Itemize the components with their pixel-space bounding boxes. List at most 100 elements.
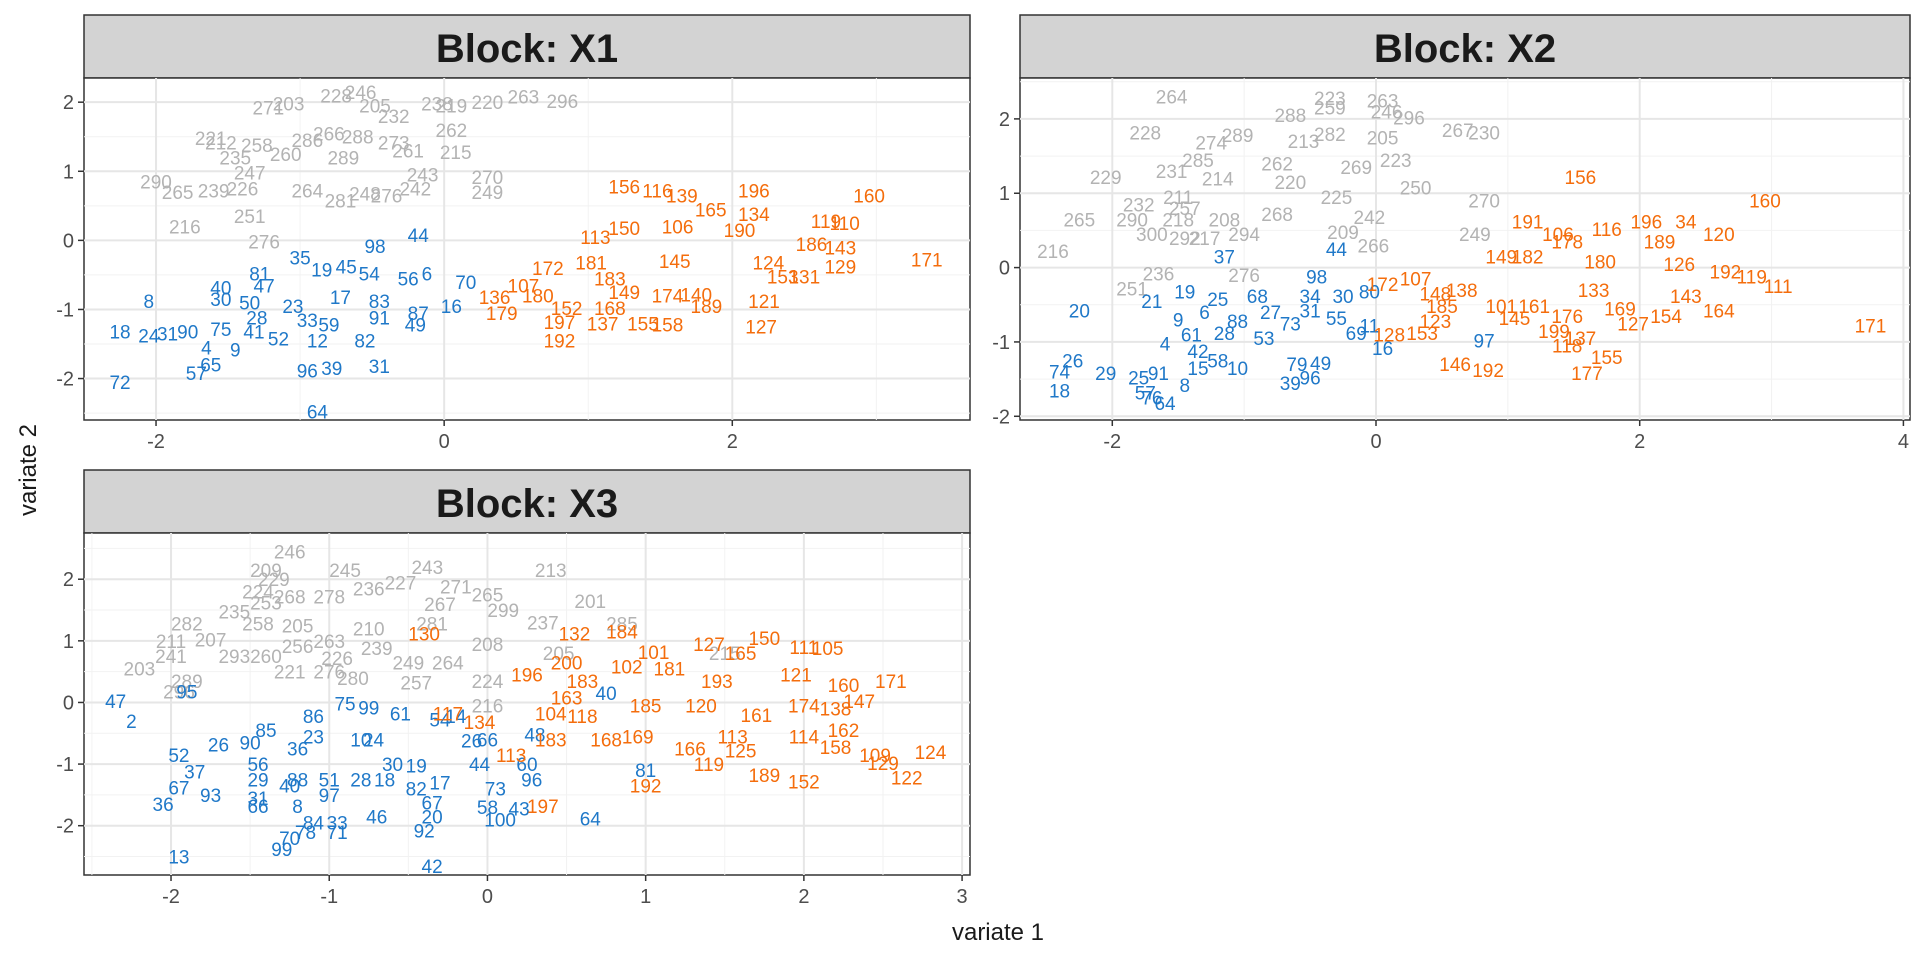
data-point-label: 145 (659, 252, 691, 273)
data-point-label: 289 (327, 148, 359, 169)
data-point-label: 57 (1135, 383, 1156, 404)
y-tick-label: -1 (56, 754, 74, 776)
data-point-label: 192 (630, 777, 662, 798)
data-point-label: 54 (429, 711, 451, 732)
data-point-label: 184 (606, 623, 638, 644)
data-point-label: 229 (258, 570, 290, 591)
data-point-label: 31 (1300, 302, 1321, 323)
data-point-label: 250 (1400, 178, 1432, 199)
data-point-label: 53 (1253, 329, 1274, 350)
data-point-label: 264 (432, 653, 464, 674)
data-point-label: 23 (303, 727, 324, 748)
data-point-label: 152 (788, 772, 820, 793)
panel-x3-title: Block: X3 (436, 482, 618, 526)
data-point-label: 290 (1116, 210, 1148, 231)
data-point-label: 149 (1485, 247, 1517, 268)
data-point-label: 118 (1552, 337, 1582, 358)
data-point-label: 169 (622, 727, 654, 748)
data-point-label: 271 (253, 99, 285, 120)
data-point-label: 37 (184, 762, 205, 783)
data-point-label: 6 (422, 265, 433, 286)
data-point-label: 246 (1371, 102, 1403, 123)
data-point-label: 106 (662, 218, 694, 239)
data-point-label: 131 (788, 267, 820, 288)
data-point-label: 200 (551, 653, 583, 674)
panel-x2-grid (1020, 78, 1910, 420)
data-point-label: 13 (168, 848, 189, 869)
data-point-label: 119 (811, 212, 841, 233)
data-point-label: 104 (535, 705, 567, 726)
data-point-label: 155 (627, 314, 659, 335)
data-point-label: 28 (1214, 324, 1235, 345)
data-point-label: 52 (268, 329, 289, 350)
data-point-label: 9 (1173, 311, 1184, 332)
data-point-label: 190 (724, 221, 756, 242)
data-point-label: 21 (1141, 292, 1162, 313)
data-point-label: 65 (200, 356, 221, 377)
data-point-label: 107 (1400, 270, 1432, 291)
y-tick-label: -2 (56, 816, 74, 838)
data-point-label: 19 (406, 756, 427, 777)
data-point-label: 88 (287, 770, 308, 791)
data-point-label: 118 (567, 707, 597, 728)
data-point-label: 299 (487, 601, 519, 622)
data-point-label: 18 (109, 323, 130, 344)
data-point-label: 17 (330, 288, 351, 309)
data-point-label: 117 (433, 705, 463, 726)
data-point-label: 196 (738, 182, 770, 203)
data-point-label: 116 (642, 182, 672, 203)
x-tick-label: 3 (957, 886, 968, 908)
data-point-label: 289 (1222, 126, 1254, 147)
data-point-label: 2 (126, 712, 137, 733)
data-point-label: 44 (469, 755, 491, 776)
data-point-label: 266 (1358, 236, 1390, 257)
data-point-label: 163 (551, 689, 583, 710)
data-point-label: 49 (405, 316, 426, 337)
data-point-label: 105 (812, 639, 844, 660)
data-point-label: 42 (1187, 342, 1208, 363)
data-point-label: 216 (1037, 242, 1069, 263)
data-point-label: 61 (1181, 326, 1202, 347)
data-point-label: 221 (274, 663, 306, 684)
data-point-label: 109 (859, 746, 891, 767)
data-point-label: 209 (250, 561, 282, 582)
data-point-label: 98 (364, 237, 385, 258)
y-tick-label: -1 (56, 299, 74, 321)
data-point-label: 264 (291, 182, 323, 203)
data-point-label: 182 (1512, 247, 1544, 268)
data-point-label: 42 (422, 857, 443, 878)
data-point-label: 235 (219, 148, 251, 169)
data-point-label: 92 (414, 822, 435, 843)
data-point-label: 216 (472, 697, 504, 718)
data-point-label: 48 (524, 726, 545, 747)
data-point-label: 290 (140, 173, 172, 194)
data-point-label: 67 (168, 778, 189, 799)
data-point-label: 70 (279, 829, 300, 850)
data-point-label: 66 (247, 797, 268, 818)
data-point-label: 79 (1286, 355, 1307, 376)
x-tick-label: 1 (640, 886, 651, 908)
data-point-label: 220 (472, 93, 504, 114)
data-point-label: 220 (1274, 173, 1306, 194)
data-point-label: 192 (544, 332, 576, 353)
data-point-label: 137 (1565, 329, 1597, 350)
data-point-label: 149 (608, 283, 640, 304)
data-point-label: 148 (1419, 285, 1451, 306)
data-point-label: 66 (477, 730, 498, 751)
data-point-label: 185 (630, 697, 662, 718)
y-tick-label: 0 (999, 258, 1010, 280)
data-point-label: 161 (741, 706, 773, 727)
data-point-label: 120 (1703, 225, 1735, 246)
data-point-label: 110 (830, 214, 860, 235)
data-point-label: 180 (522, 287, 554, 308)
data-point-label: 296 (546, 92, 578, 113)
data-point-label: 34 (1675, 212, 1697, 233)
data-point-label: 229 (1090, 168, 1122, 189)
data-point-label: 231 (1156, 162, 1188, 183)
data-point-label: 83 (369, 292, 390, 313)
data-point-label: 276 (248, 233, 280, 254)
data-point-label: 81 (249, 265, 270, 286)
data-point-label: 29 (1095, 364, 1116, 385)
